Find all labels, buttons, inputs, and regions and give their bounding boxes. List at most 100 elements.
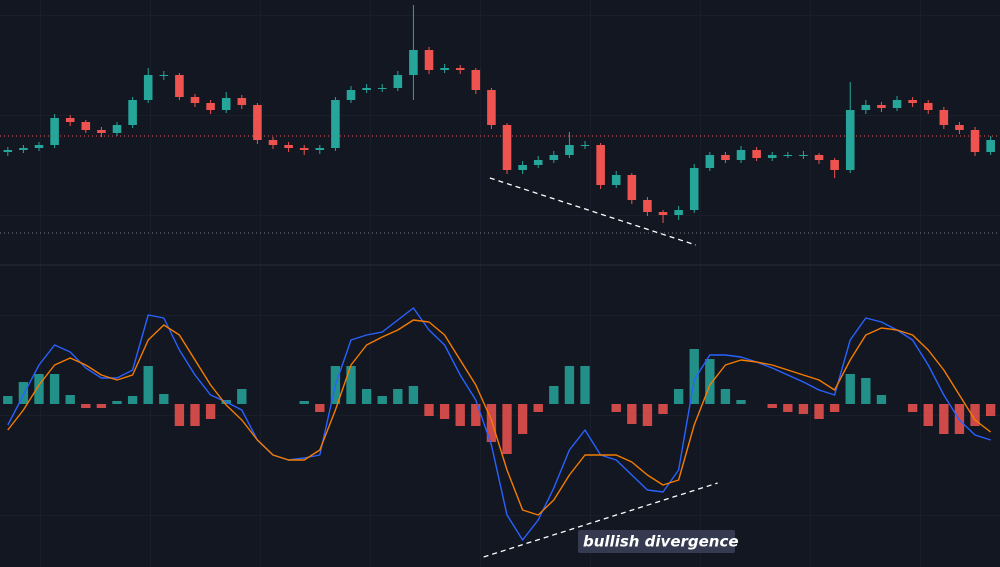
candle-body [908,100,917,103]
candle-body [19,148,28,150]
candle-body [97,130,106,133]
candle-body [409,50,418,75]
histogram-bar [720,389,731,404]
histogram-bar [81,404,91,408]
candle-body [939,110,949,125]
histogram-bar [517,404,528,434]
histogram-bar [174,404,185,426]
candle-body [643,200,652,212]
candle-body [34,145,44,148]
candle-body [814,155,824,160]
candle-body [549,155,559,160]
candle-body [284,145,293,148]
candle-body [299,148,309,150]
histogram-bar [564,366,575,404]
histogram-bar [237,389,247,404]
candle-body [970,130,980,152]
candle-body [112,125,122,133]
annotation: bullish divergence [583,533,739,551]
candle-body [221,98,231,110]
candle-body [190,97,200,103]
candle-body [315,148,325,150]
candle-body [689,168,699,210]
histogram-bar [611,404,621,412]
candle-body [331,100,340,148]
histogram-bar [408,386,419,404]
candle-body [923,103,933,110]
histogram-bar [549,386,559,404]
histogram-bar [814,404,824,419]
candle-body [627,175,637,200]
histogram-bar [96,404,107,408]
candle-body [471,70,481,90]
histogram-bar [471,404,481,426]
histogram-bar [689,349,699,404]
candle-body [455,68,465,70]
candle-body [50,118,59,145]
candle-body [424,50,434,70]
candle-body [658,212,668,215]
trendline [489,177,696,246]
candle-body [487,90,496,125]
candle-body [206,103,215,110]
candle-body [362,88,371,90]
candle-body [253,105,262,140]
candle-body [143,75,153,100]
histogram-bar [190,404,200,426]
candle-body [346,90,356,100]
histogram-bar [299,401,309,404]
candle-body [752,150,761,158]
candle-body [783,155,793,156]
candle-body [892,100,902,108]
histogram-bar [767,404,777,408]
candle-body [565,145,574,155]
candle-body [767,155,777,158]
histogram-bar [486,404,497,442]
candle-body [580,145,590,146]
histogram-bar [143,366,153,404]
histogram-bar [985,404,996,416]
histogram-bar [642,404,653,426]
candle-body [877,105,886,108]
histogram-bar [658,404,668,414]
candle-body [721,155,730,160]
indicator-line [7,307,991,541]
candle-body [861,105,871,110]
histogram-bar [845,374,855,404]
histogram-bar [627,404,637,424]
candle-body [955,125,964,130]
annotation-box [578,530,735,553]
histogram-bar [315,404,325,412]
histogram-bar [112,401,122,404]
histogram-bar [34,374,44,404]
candle-body [986,140,995,152]
candle-body [736,150,746,160]
candle-body [611,175,621,185]
histogram-bar [970,404,980,426]
candle-body [175,75,184,97]
candle-body [674,210,683,215]
histogram-bar [393,389,403,404]
candle-body [596,145,605,185]
candle-body [268,140,278,145]
candle-body [65,118,75,122]
candle-body [393,75,403,88]
histogram-bar [783,404,793,412]
histogram-bar [673,389,684,404]
histogram-bar [205,404,216,419]
histogram-bar [861,378,871,404]
histogram-bar [65,395,75,404]
histogram-bar [923,404,933,426]
histogram-bar [159,394,169,404]
plot [0,5,1000,558]
histogram-bar [736,400,746,404]
histogram-bar [502,404,512,454]
histogram-bar [580,366,590,404]
histogram-bar [346,366,356,404]
candle-body [799,155,808,156]
candle-body [237,98,247,105]
candle-body [502,125,512,170]
